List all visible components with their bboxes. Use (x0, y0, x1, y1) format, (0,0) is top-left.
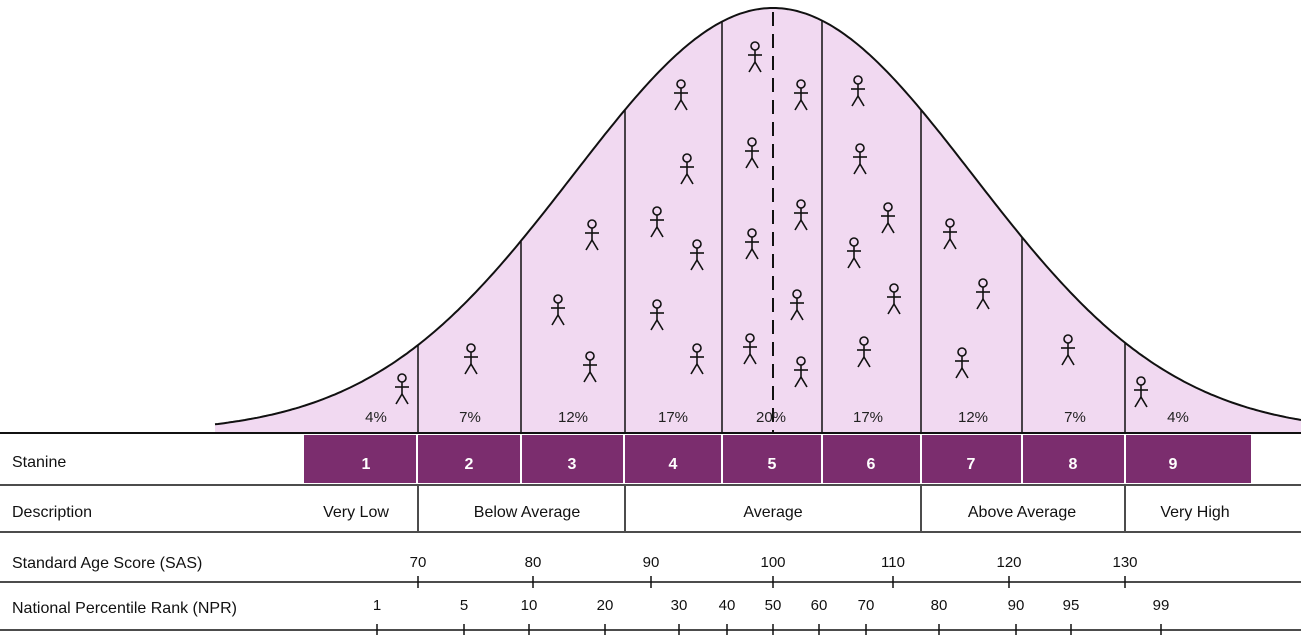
row-label-stanine: Stanine (12, 454, 66, 471)
bell-curve-fill (215, 8, 1301, 433)
description-very-high: Very High (1160, 504, 1229, 521)
percent-label-1: 4% (365, 409, 387, 426)
npr-tick-99: 99 (1153, 597, 1170, 614)
percent-label-4: 17% (658, 409, 688, 426)
npr-tick-95: 95 (1063, 597, 1080, 614)
sas-tick-110: 110 (881, 554, 905, 571)
npr-tick-labels: 1 5 10 20 30 40 50 60 70 80 90 95 99 (373, 597, 1170, 614)
stanine-3: 3 (568, 456, 577, 473)
sas-tick-130: 130 (1112, 554, 1137, 571)
percent-label-7: 12% (958, 409, 988, 426)
sas-tick-labels: 70 80 90 100 110 120 130 (410, 554, 1138, 571)
sas-tick-90: 90 (643, 554, 660, 571)
npr-tick-marks (376, 624, 1162, 635)
npr-tick-60: 60 (811, 597, 828, 614)
percent-label-8: 7% (1064, 409, 1086, 426)
percent-label-9: 4% (1167, 409, 1189, 426)
sas-tick-70: 70 (410, 554, 427, 571)
sas-tick-100: 100 (760, 554, 785, 571)
stanine-band (304, 435, 1251, 483)
row-label-sas: Standard Age Score (SAS) (12, 555, 202, 572)
percent-label-5: 20% (756, 409, 786, 426)
sas-tick-120: 120 (996, 554, 1021, 571)
npr-tick-40: 40 (719, 597, 736, 614)
stanine-9: 9 (1169, 456, 1178, 473)
stanine-2: 2 (465, 456, 474, 473)
stanine-band-dividers (416, 435, 1126, 483)
description-average: Average (743, 504, 802, 521)
percent-labels: 4% 7% 12% 17% 20% 17% 12% 7% 4% (365, 409, 1189, 426)
description-above-average: Above Average (968, 504, 1076, 521)
row-label-description: Description (12, 504, 92, 521)
stanine-4: 4 (669, 456, 678, 473)
stanine-5: 5 (768, 456, 777, 473)
percent-label-2: 7% (459, 409, 481, 426)
stanine-1: 1 (362, 456, 371, 473)
percent-label-3: 12% (558, 409, 588, 426)
stanine-7: 7 (967, 456, 976, 473)
npr-tick-10: 10 (521, 597, 538, 614)
npr-tick-5: 5 (460, 597, 468, 614)
npr-tick-50: 50 (765, 597, 782, 614)
sas-tick-80: 80 (525, 554, 542, 571)
npr-tick-90: 90 (1008, 597, 1025, 614)
percent-label-6: 17% (853, 409, 883, 426)
description-dividers (417, 486, 1126, 531)
npr-tick-1: 1 (373, 597, 381, 614)
row-label-npr: National Percentile Rank (NPR) (12, 600, 237, 617)
npr-tick-80: 80 (931, 597, 948, 614)
npr-tick-70: 70 (858, 597, 875, 614)
stanine-8: 8 (1069, 456, 1078, 473)
sas-tick-marks (417, 576, 1126, 588)
bell-curve-outline (214, 7, 1301, 426)
description-below-average: Below Average (474, 504, 581, 521)
npr-tick-20: 20 (597, 597, 614, 614)
npr-tick-30: 30 (671, 597, 688, 614)
description-very-low: Very Low (323, 504, 389, 521)
stanine-6: 6 (867, 456, 876, 473)
